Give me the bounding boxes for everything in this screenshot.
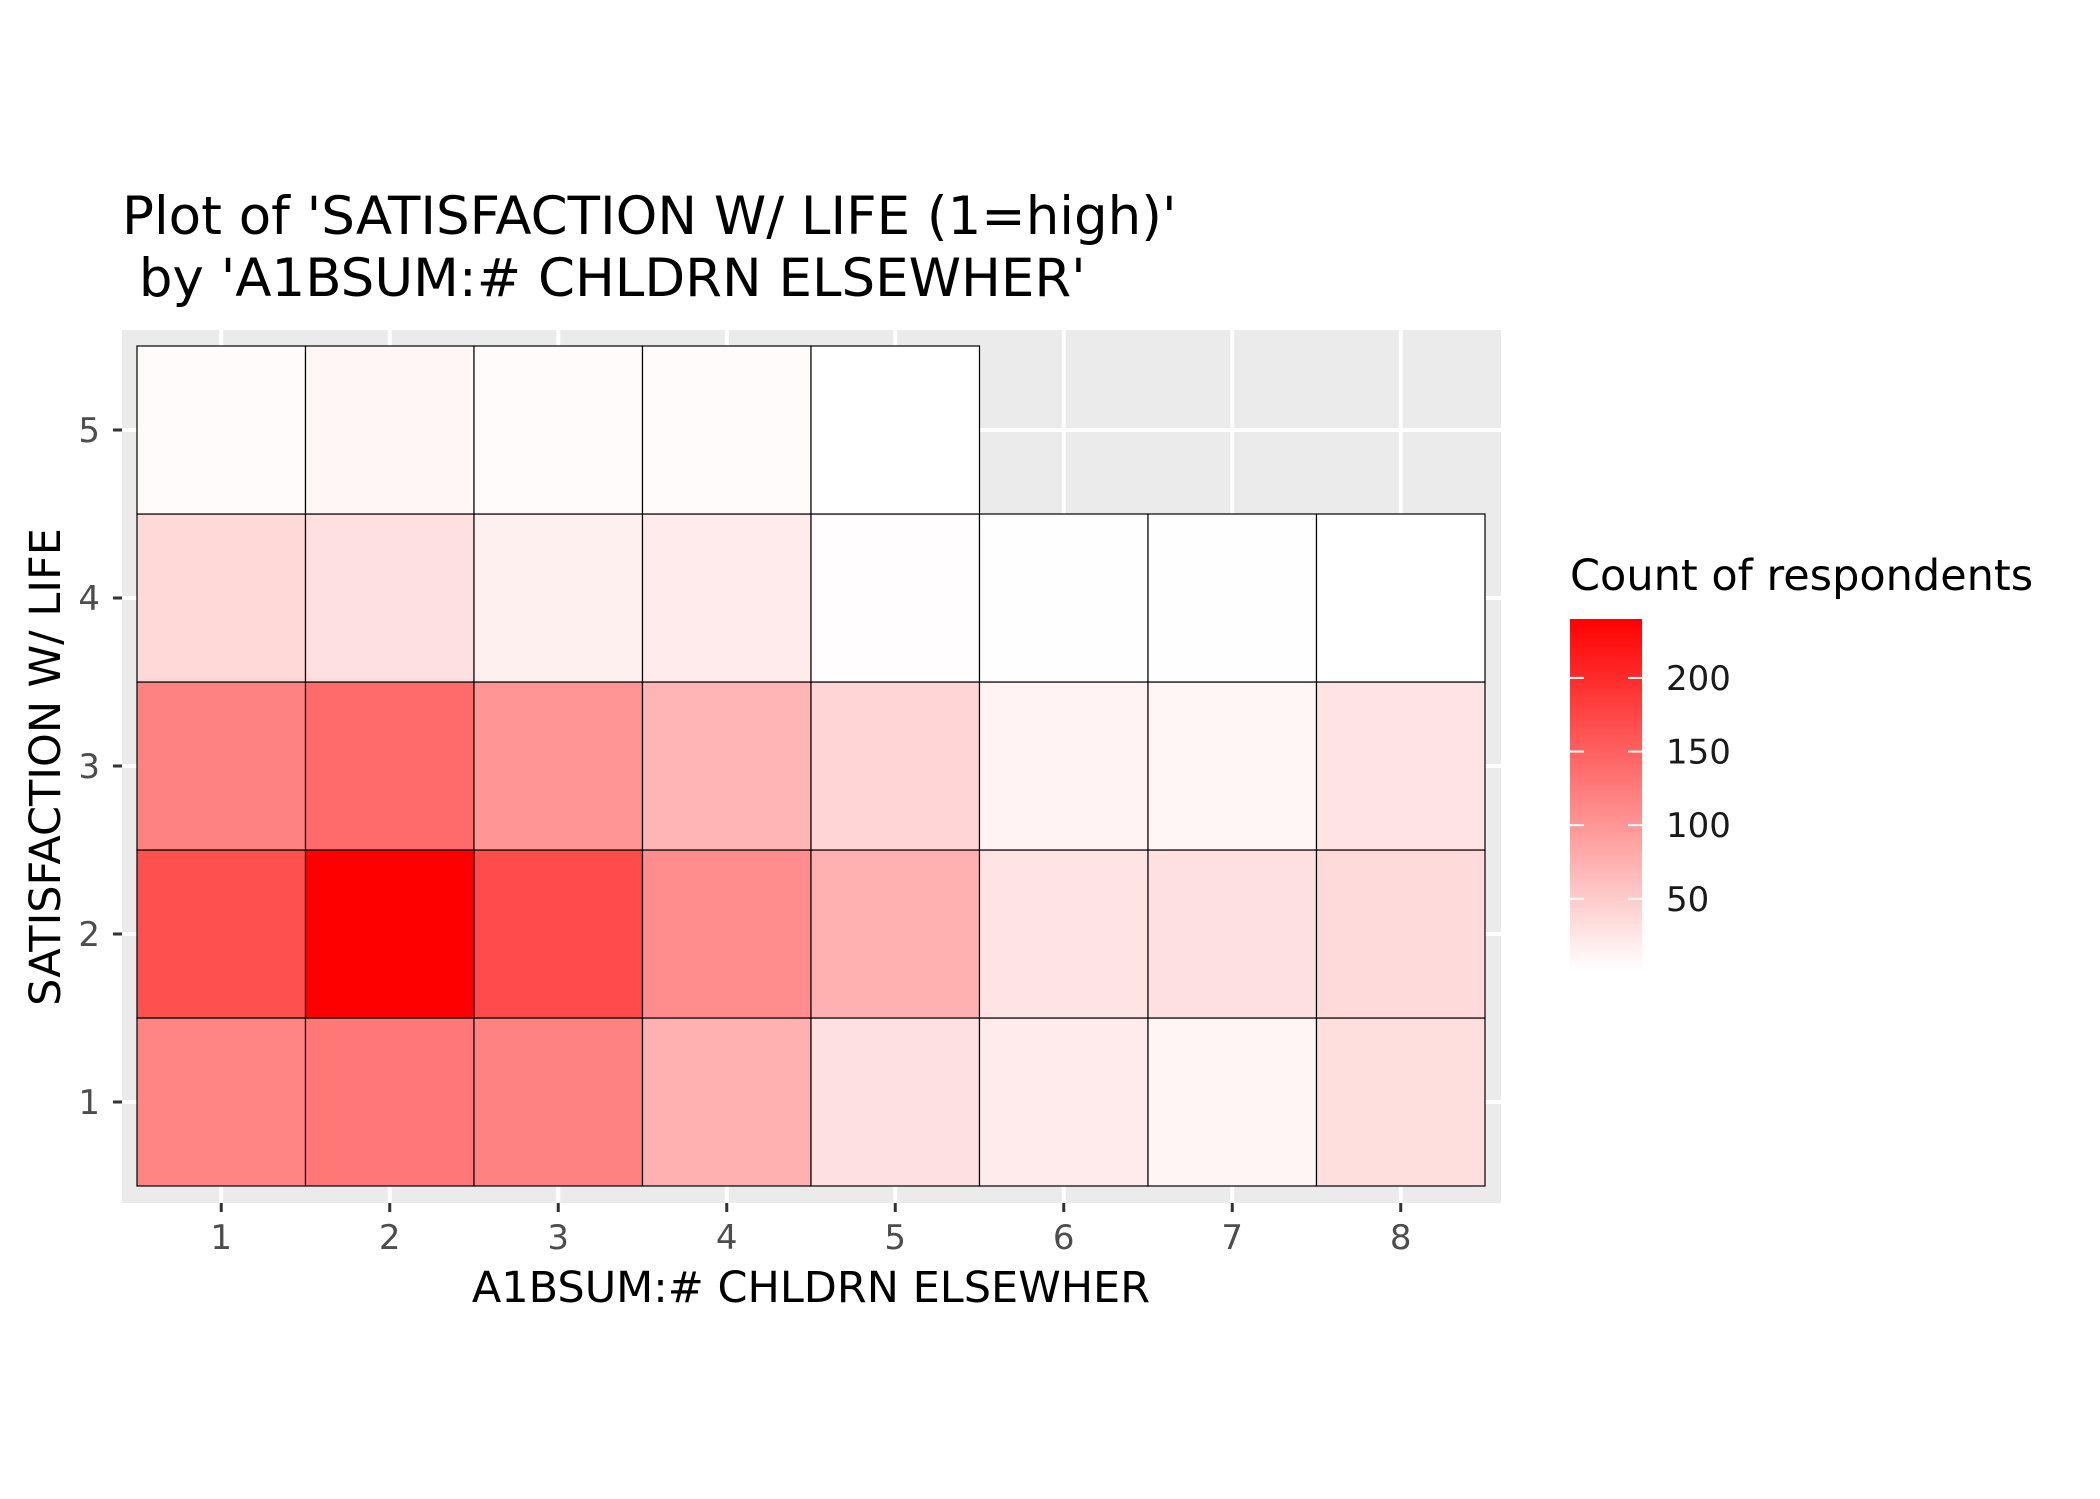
heatmap-tile (1315, 1017, 1486, 1187)
heatmap-tile (810, 345, 981, 515)
legend-tick-label: 100 (1666, 806, 1731, 846)
heatmap-tile (1147, 681, 1318, 851)
legend-ticks: 50 100 150 200 (1570, 659, 1731, 920)
x-tick-label: 6 (1053, 1218, 1075, 1258)
heatmap-tile (1147, 1017, 1318, 1187)
heatmap-tile (810, 513, 981, 683)
heatmap-tile (978, 513, 1149, 683)
heatmap-tile (473, 681, 644, 851)
chart-title-line-1: Plot of 'SATISFACTION W/ LIFE (1=high)' (122, 186, 1177, 247)
x-tick-label: 1 (210, 1218, 232, 1258)
heatmap-tile (473, 1017, 644, 1187)
y-tick-label: 2 (78, 915, 100, 955)
x-tick-label: 7 (1221, 1218, 1243, 1258)
legend-tick-label: 50 (1666, 880, 1709, 920)
y-tick-label: 5 (78, 411, 100, 451)
x-axis-ticks: 1 2 3 4 5 6 7 8 (210, 1203, 1412, 1258)
legend: Count of respondents 50 100 150 200 (1570, 551, 2033, 971)
heatmap-tile (1147, 513, 1318, 683)
heatmap-tile (136, 1017, 307, 1187)
x-tick-label: 5 (884, 1218, 906, 1258)
heatmap-tile (473, 345, 644, 515)
legend-color-bar (1570, 619, 1642, 971)
heatmap-tile (1147, 849, 1318, 1019)
heatmap-tile (304, 681, 475, 851)
heatmap-tile (1315, 513, 1486, 683)
heatmap-tile (641, 513, 812, 683)
heatmap-tile (136, 345, 307, 515)
y-tick-label: 3 (78, 747, 100, 787)
heatmap-tile (1315, 681, 1486, 851)
heatmap-tile (978, 681, 1149, 851)
legend-title: Count of respondents (1570, 551, 2033, 601)
heatmap-tile (304, 345, 475, 515)
heatmap-tile (641, 345, 812, 515)
heatmap-tiles (136, 345, 1486, 1187)
heatmap-tile (304, 513, 475, 683)
y-axis-ticks: 1 2 3 4 5 (78, 411, 122, 1123)
heatmap-tile (136, 849, 307, 1019)
heatmap-tile (136, 681, 307, 851)
heatmap-tile (810, 849, 981, 1019)
heatmap-tile (978, 1017, 1149, 1187)
heatmap-tile (473, 849, 644, 1019)
x-tick-label: 4 (716, 1218, 738, 1258)
x-tick-label: 8 (1390, 1218, 1412, 1258)
chart-title-line-2: by 'A1BSUM:# CHLDRN ELSEWHER' (122, 248, 1086, 309)
heatmap-tile (304, 1017, 475, 1187)
heatmap-tile (810, 1017, 981, 1187)
heatmap-tile (810, 681, 981, 851)
heatmap-tile (978, 849, 1149, 1019)
heatmap-tile (136, 513, 307, 683)
heatmap-tile (304, 849, 475, 1019)
x-tick-label: 2 (379, 1218, 401, 1258)
legend-tick-label: 150 (1666, 733, 1731, 773)
legend-tick-label: 200 (1666, 659, 1731, 699)
heatmap-tile (1315, 849, 1486, 1019)
heatmap-tile (641, 849, 812, 1019)
heatmap-tile (641, 1017, 812, 1187)
y-tick-label: 1 (78, 1083, 100, 1123)
x-tick-label: 3 (547, 1218, 569, 1258)
heatmap-tile (641, 681, 812, 851)
heatmap-tile (473, 513, 644, 683)
y-axis-title: SATISFACTION W/ LIFE (21, 528, 71, 1006)
y-tick-label: 4 (78, 579, 100, 619)
x-axis-title: A1BSUM:# CHLDRN ELSEWHER (472, 1263, 1150, 1313)
